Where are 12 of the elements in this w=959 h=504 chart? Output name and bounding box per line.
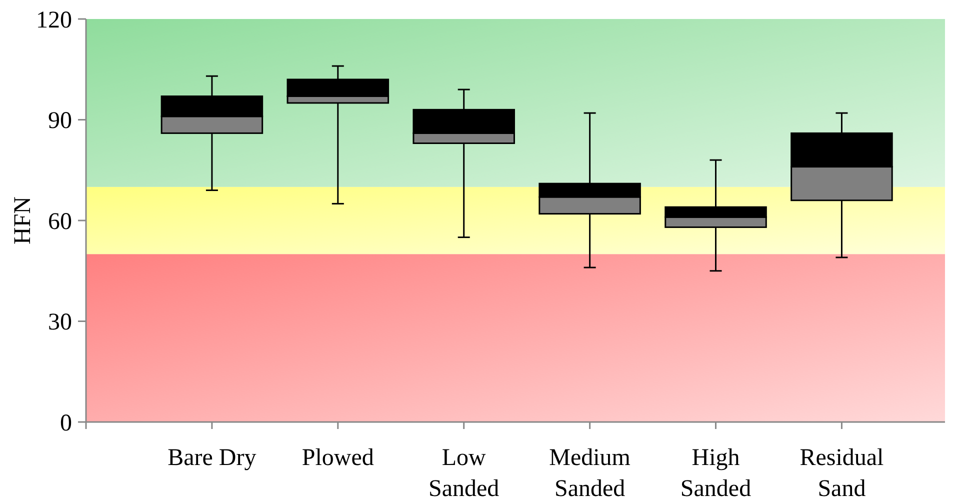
y-tick-label: 120: [36, 7, 72, 34]
y-tick-label: 60: [48, 208, 72, 235]
x-tick-label: Bare Dry: [168, 445, 256, 471]
x-tick-label: High Sanded: [680, 445, 752, 502]
x-tick-label: Medium Sanded: [549, 445, 631, 502]
y-tick-label: 0: [60, 410, 72, 436]
x-tick-label: Plowed: [302, 445, 374, 471]
y-tick-label: 30: [48, 310, 72, 336]
x-tick-label: Residual Sand: [800, 445, 884, 502]
x-tick-label: Low Sanded: [428, 445, 500, 502]
y-axis-title: HFN: [10, 196, 36, 245]
y-tick-label: 90: [48, 108, 72, 134]
